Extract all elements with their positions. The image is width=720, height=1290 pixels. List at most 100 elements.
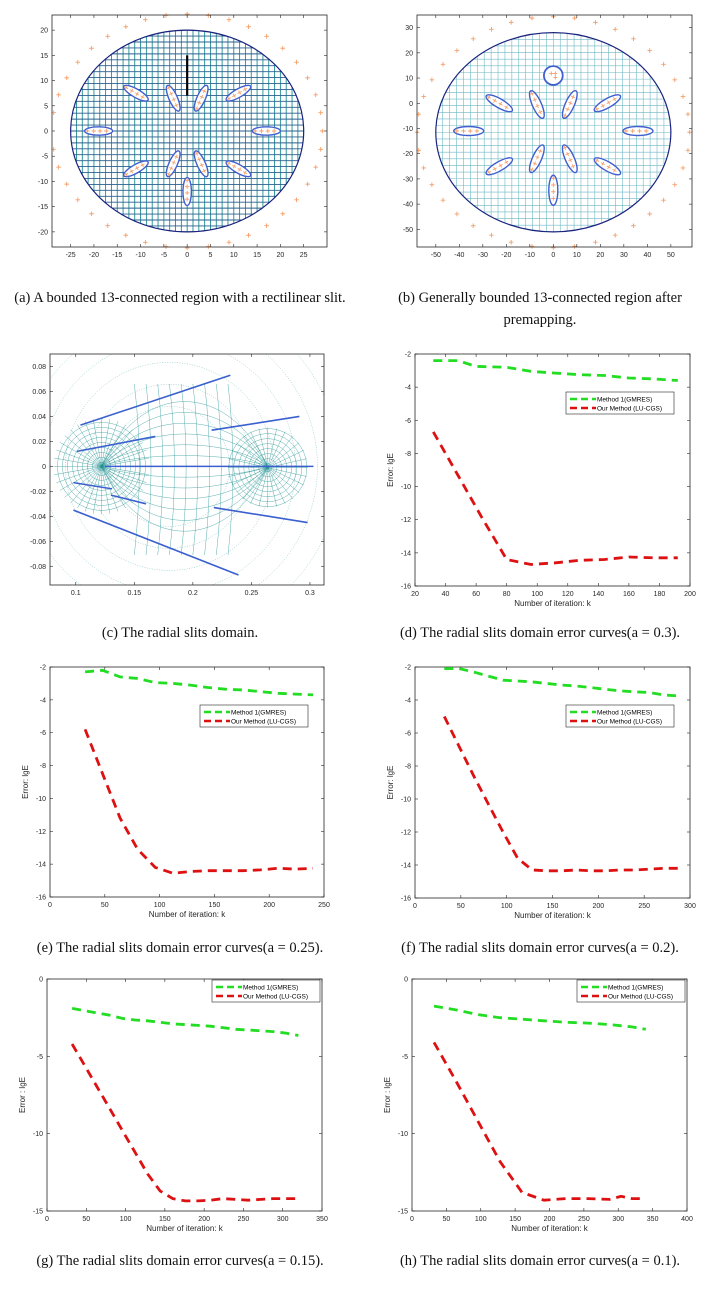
y-tick-label: -4 [405, 385, 411, 392]
inner-ellipse-boundary [453, 125, 485, 137]
charge-point-marker [551, 196, 556, 201]
inner-ellipse-boundary [548, 174, 559, 206]
x-tick-label: 140 [592, 591, 604, 598]
charge-point-marker [246, 24, 251, 30]
x-tick-label: 250 [638, 903, 650, 910]
charge-point-marker [271, 128, 277, 134]
series-line-our-method-lu-cgs [70, 1043, 299, 1203]
y-tick-label: -10 [38, 179, 48, 186]
y-tick-label: -12 [401, 517, 411, 524]
mesh-radial-line [267, 467, 277, 507]
radial-slit [76, 435, 156, 453]
charge-point-marker [680, 165, 686, 171]
x-tick-label: 100 [501, 903, 513, 910]
panel-f-error-curves-plot: 0 50 100 150 200 250 300 -2 -4 -6 -8 -10 -12 -14 -16 Nu… [386, 665, 696, 921]
inner-ellipse-boundary [593, 94, 622, 113]
caption-c: (c) The radial slits domain. [101, 625, 259, 641]
charge-point-marker [318, 110, 323, 115]
x-tick-label: 100 [475, 1216, 487, 1223]
charge-point-marker [294, 59, 299, 65]
mesh-equipotential [216, 383, 222, 556]
x-tick-label: 100 [120, 1216, 132, 1223]
y-axis-label: Error: lgE [386, 453, 395, 487]
x-tick-label: -20 [501, 252, 511, 259]
legend-label: Our Method (LU-CGS) [597, 718, 662, 725]
x-tick-label: 50 [82, 1216, 90, 1223]
y-tick-label: -4 [40, 697, 46, 704]
x-tick-label: 150 [159, 1216, 171, 1223]
charge-point-marker [492, 98, 497, 103]
charge-point-marker [129, 169, 134, 174]
plot-frame [49, 353, 325, 586]
x-tick-label: 400 [681, 1216, 693, 1223]
x-tick-label: 15 [253, 252, 261, 259]
charge-point-marker [184, 178, 190, 183]
x-tick-label: 150 [547, 903, 559, 910]
charge-point-marker [171, 160, 176, 165]
legend: Method 1(GMRES) Our Method (LU-CGS) [565, 704, 675, 728]
legend-label: Our Method (LU-CGS) [243, 993, 308, 1000]
charge-point-marker [75, 59, 81, 65]
charge-point-marker [489, 27, 494, 32]
charge-point-marker [486, 95, 492, 100]
mesh-streamline [101, 466, 268, 489]
charge-point-marker [143, 17, 148, 23]
charge-point-marker [672, 77, 678, 83]
mesh-streamline [101, 444, 268, 467]
y-tick-label: -10 [36, 796, 46, 803]
inner-ellipse-boundary [122, 160, 149, 178]
charge-point-marker [643, 128, 649, 134]
x-tick-label: 0.15 [127, 590, 141, 597]
legend-label: Method 1(GMRES) [231, 709, 286, 716]
inner-ellipse-boundary [485, 157, 514, 176]
y-tick-label: -8 [40, 763, 46, 770]
x-axis-label: Number of iteration: k [149, 910, 226, 919]
charge-point-marker [226, 96, 231, 101]
charge-point-marker [89, 45, 94, 51]
inner-ellipse-boundary [182, 176, 193, 207]
charge-point-marker [508, 20, 514, 25]
x-axis-label: Number of iteration: k [514, 599, 591, 608]
charge-point-marker [454, 211, 460, 217]
charge-point-marker [246, 232, 251, 238]
charge-point-marker [572, 15, 577, 21]
charge-point-marker [320, 128, 325, 134]
legend: Method 1(GMRES) Our Method (LU-CGS) [565, 391, 675, 415]
y-tick-label: -5 [37, 1054, 43, 1061]
y-tick-label: -10 [401, 797, 411, 804]
legend-label: Our Method (LU-CGS) [597, 405, 662, 412]
x-tick-label: 0 [410, 1216, 414, 1223]
charge-point-marker [253, 128, 258, 134]
charge-point-marker [97, 128, 103, 134]
charge-point-marker [242, 170, 248, 175]
inner-ellipse-boundary [561, 89, 578, 120]
mesh-radial-line [267, 431, 286, 468]
radial-slit [80, 374, 231, 426]
charge-point-marker [661, 62, 666, 67]
charge-point-marker [232, 93, 237, 98]
radial-slit [110, 494, 147, 505]
charge-point-marker [486, 170, 492, 175]
x-tick-label: 100 [531, 591, 543, 598]
charge-point-marker [56, 164, 61, 170]
y-tick-label: -16 [401, 896, 411, 903]
charge-point-marker [237, 167, 242, 172]
y-tick-label: -6 [405, 418, 411, 425]
plot-frame [416, 14, 693, 248]
x-tick-label: 0 [551, 252, 555, 259]
mesh-ring [258, 458, 278, 477]
charge-point-marker [470, 36, 476, 42]
caption-h: (h) The radial slits domain error curves… [399, 1253, 681, 1269]
x-tick-label: 180 [654, 591, 666, 598]
charge-point-marker [594, 107, 600, 112]
x-tick-label: 300 [612, 1216, 624, 1223]
x-tick-label: -30 [478, 252, 488, 259]
charge-point-marker [163, 13, 169, 18]
mesh-streamline [101, 466, 268, 532]
legend: Method 1(GMRES) Our Method (LU-CGS) [199, 704, 309, 728]
x-tick-label: 10 [230, 252, 238, 259]
caption-b: (b) Generally bounded 13-connected regio… [398, 290, 682, 328]
mesh-ring [238, 438, 298, 497]
inner-ellipse-boundary [528, 144, 545, 174]
charge-point-marker [259, 128, 264, 134]
